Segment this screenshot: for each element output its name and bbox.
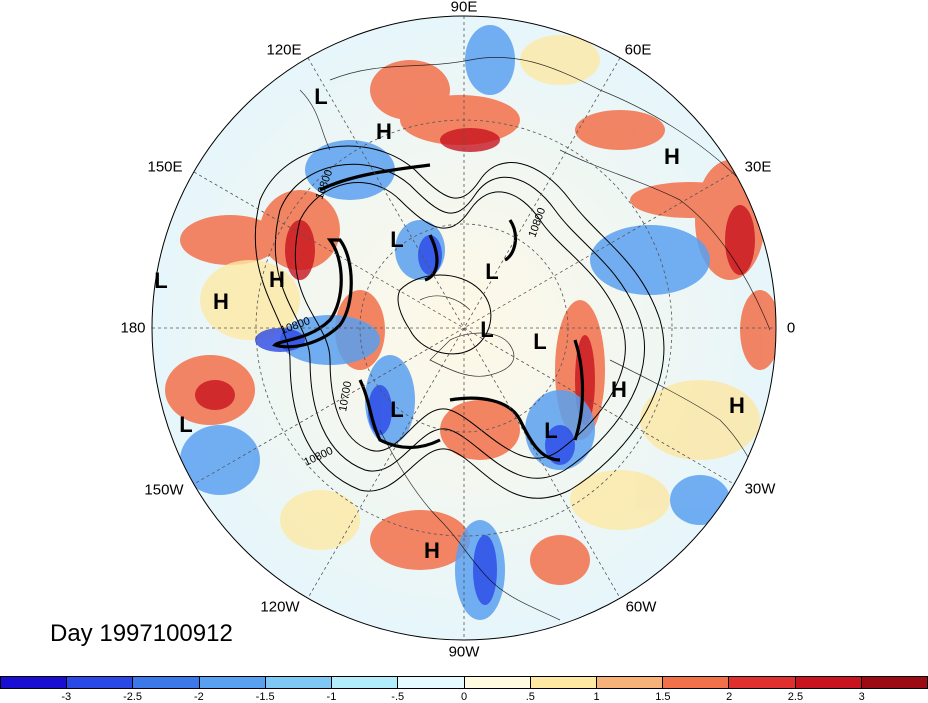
colorbar-swatch (663, 677, 730, 688)
colorbar-tick-label: -2 (193, 691, 204, 703)
longitude-label: 60W (625, 598, 657, 616)
colorbar-tick-label: -2.5 (123, 691, 143, 703)
colorbar (0, 676, 928, 689)
longitude-label: 120E (266, 41, 302, 59)
colorbar-tick-label: 1 (593, 691, 600, 703)
pressure-center-label: H (664, 144, 680, 169)
colorbar-tick-label: .5 (525, 691, 535, 703)
colorbar-swatch (861, 677, 928, 688)
longitude-label: 120W (260, 598, 300, 616)
colorbar-tick-label: 2 (726, 691, 733, 703)
pressure-center-label: L (390, 227, 404, 252)
pressure-center-label: L (154, 268, 168, 293)
pressure-center-label: H (611, 377, 627, 402)
pressure-center-label: L (544, 418, 558, 443)
colorbar-swatch (265, 677, 333, 688)
colorbar-swatch (67, 677, 134, 688)
contour-label: 10700 (337, 380, 354, 412)
colorbar-swatch (199, 677, 266, 688)
colorbar-swatch (596, 677, 664, 688)
pressure-center-label: L (485, 259, 499, 284)
anomaly-field (152, 16, 776, 640)
colorbar-tick-label: 0 (460, 691, 468, 703)
longitude-label: 150E (147, 158, 183, 176)
longitude-label: 180 (120, 319, 146, 337)
colorbar-tick-label: -3 (61, 691, 72, 703)
pressure-center-label: L (314, 84, 328, 109)
longitude-label: 30W (744, 480, 776, 498)
pressure-center-label: L (480, 317, 494, 342)
longitude-label: 60E (624, 41, 652, 59)
pressure-center-label: H (376, 119, 392, 144)
pressure-center-label: L (533, 329, 547, 354)
pressure-center-label: H (729, 393, 745, 418)
colorbar-tick-label: -1 (326, 691, 337, 703)
pressure-center-label: L (179, 412, 193, 437)
colorbar-swatch (795, 677, 862, 688)
plot-title: Day 1997100912 (50, 620, 233, 647)
colorbar-tick-label: 1.5 (655, 691, 671, 703)
longitude-label: 30E (744, 158, 772, 176)
colorbar-tick-label: -1.5 (255, 691, 275, 703)
colorbar-swatch (464, 677, 531, 688)
longitude-label: 90W (448, 643, 480, 661)
colorbar-swatch (729, 677, 796, 688)
pressure-center-label: L (390, 397, 404, 422)
colorbar-tick-label: -.5 (391, 691, 405, 703)
colorbar-swatch (133, 677, 200, 688)
colorbar-tick-label: 3 (858, 691, 865, 703)
colorbar-swatch (530, 677, 597, 688)
pressure-center-label: H (269, 267, 285, 292)
pressure-center-label: H (424, 538, 440, 563)
colorbar-tick-label: 2.5 (787, 691, 804, 703)
pressure-center-label: H (213, 289, 229, 314)
longitude-label: 0 (786, 319, 796, 337)
longitude-label: 90E (450, 0, 478, 16)
colorbar-swatch (398, 677, 465, 688)
colorbar-swatch (332, 677, 399, 688)
colorbar-swatch (1, 677, 68, 688)
longitude-label: 150W (144, 481, 184, 499)
